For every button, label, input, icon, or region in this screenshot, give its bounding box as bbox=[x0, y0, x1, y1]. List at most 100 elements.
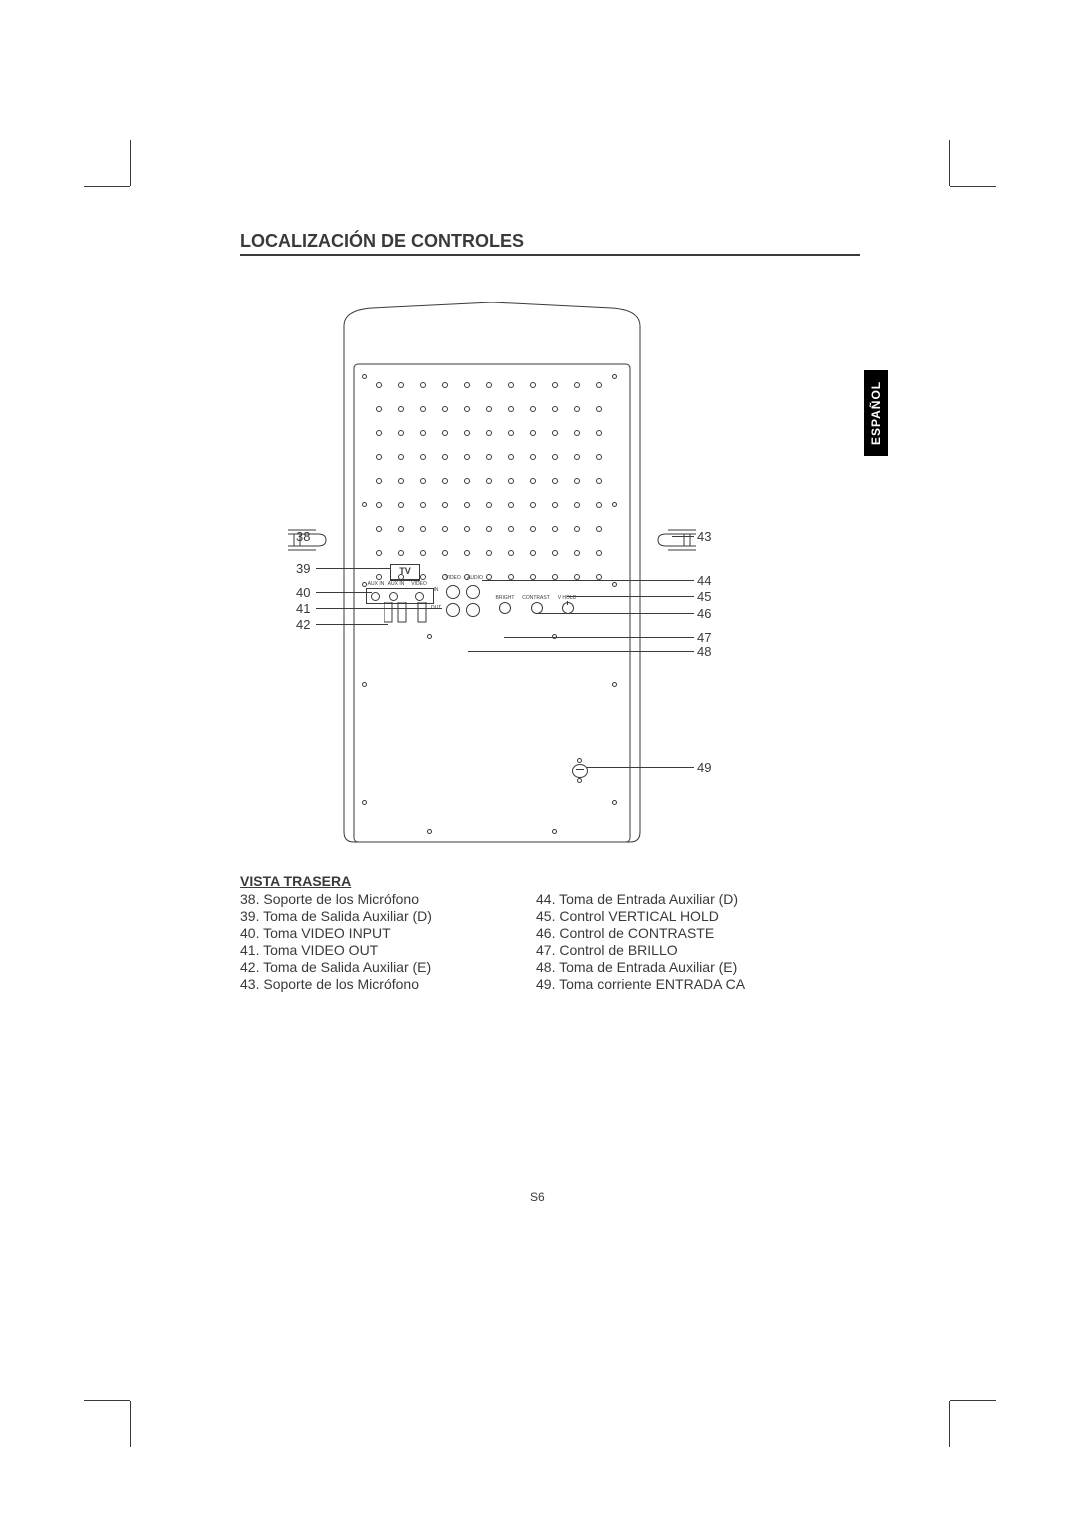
grille-hole bbox=[464, 550, 470, 556]
grille-hole bbox=[486, 406, 492, 412]
grille-hole bbox=[530, 550, 536, 556]
callout-number: 47 bbox=[697, 630, 711, 645]
grille-hole bbox=[442, 526, 448, 532]
legend-item: 42. Toma de Salida Auxiliar (E) bbox=[240, 959, 432, 976]
callout-line bbox=[316, 568, 390, 569]
callout-number: 40 bbox=[296, 585, 310, 600]
screw-hole bbox=[612, 374, 617, 379]
ac-inlet bbox=[572, 764, 588, 778]
grille-hole bbox=[464, 406, 470, 412]
callout-number: 45 bbox=[697, 589, 711, 604]
legend-left-column: 38. Soporte de los Micrófono39. Toma de … bbox=[240, 891, 432, 993]
grille-hole bbox=[596, 478, 602, 484]
grille-hole bbox=[442, 550, 448, 556]
in-label: IN bbox=[430, 587, 442, 593]
grille-hole bbox=[596, 406, 602, 412]
grille-hole bbox=[530, 478, 536, 484]
tv-text: TV bbox=[399, 566, 411, 576]
grille-hole bbox=[574, 430, 580, 436]
grille-hole bbox=[596, 526, 602, 532]
grille-hole bbox=[398, 550, 404, 556]
grille-hole bbox=[420, 430, 426, 436]
grille-hole bbox=[464, 430, 470, 436]
grille-hole bbox=[486, 502, 492, 508]
legend-item: 44. Toma de Entrada Auxiliar (D) bbox=[536, 891, 745, 908]
callout-line bbox=[482, 580, 694, 581]
grille-hole bbox=[464, 382, 470, 388]
legend-right-column: 44. Toma de Entrada Auxiliar (D)45. Cont… bbox=[536, 891, 745, 993]
screw-hole bbox=[577, 758, 582, 763]
contrast-label: CONTRAST bbox=[520, 595, 552, 601]
grille-hole bbox=[442, 430, 448, 436]
grille-hole bbox=[398, 406, 404, 412]
grille-hole bbox=[464, 526, 470, 532]
legend-item: 48. Toma de Entrada Auxiliar (E) bbox=[536, 959, 745, 976]
screw-hole bbox=[552, 829, 557, 834]
grille-hole bbox=[420, 406, 426, 412]
callout-number: 39 bbox=[296, 561, 310, 576]
callout-line bbox=[316, 608, 442, 609]
grille-hole bbox=[486, 454, 492, 460]
callout-line bbox=[672, 536, 694, 537]
grille-hole bbox=[530, 526, 536, 532]
grille-hole bbox=[398, 502, 404, 508]
grille-hole bbox=[574, 550, 580, 556]
auxin-l-label: AUX IN bbox=[386, 581, 406, 587]
tv-label-box: TV bbox=[390, 564, 420, 581]
grille-hole bbox=[398, 382, 404, 388]
grille-hole bbox=[486, 526, 492, 532]
legend-item: 47. Control de BRILLO bbox=[536, 942, 745, 959]
grille-hole bbox=[376, 526, 382, 532]
grille-hole bbox=[398, 478, 404, 484]
grille-hole bbox=[508, 526, 514, 532]
grille-hole bbox=[376, 574, 382, 580]
bright-knob bbox=[499, 602, 511, 614]
grille-hole bbox=[596, 454, 602, 460]
screw-hole bbox=[362, 800, 367, 805]
grille-hole bbox=[508, 430, 514, 436]
title-underline bbox=[240, 254, 860, 256]
grille-hole bbox=[442, 502, 448, 508]
grille-hole bbox=[486, 550, 492, 556]
grille-hole bbox=[464, 454, 470, 460]
auxin-r-label: AUX IN bbox=[366, 581, 386, 587]
grille-hole bbox=[376, 502, 382, 508]
bright-label: BRIGHT bbox=[492, 595, 518, 601]
grille-hole bbox=[420, 478, 426, 484]
legend-item: 46. Control de CONTRASTE bbox=[536, 925, 745, 942]
legend-item: 41. Toma VIDEO OUT bbox=[240, 942, 432, 959]
language-tab: ESPAÑOL bbox=[864, 370, 888, 456]
grille-hole bbox=[376, 454, 382, 460]
callout-line bbox=[316, 624, 388, 625]
screw-hole bbox=[362, 682, 367, 687]
video-label: VIDEO bbox=[442, 575, 464, 581]
grille-hole bbox=[530, 502, 536, 508]
grille-hole bbox=[530, 454, 536, 460]
screw-hole bbox=[612, 582, 617, 587]
grille-hole bbox=[420, 382, 426, 388]
legend-item: 39. Toma de Salida Auxiliar (D) bbox=[240, 908, 432, 925]
grille-hole bbox=[574, 502, 580, 508]
screw-hole bbox=[612, 502, 617, 507]
callout-line bbox=[504, 637, 694, 638]
legend-item: 43. Soporte de los Micrófono bbox=[240, 976, 432, 993]
grille-hole bbox=[508, 502, 514, 508]
grille-hole bbox=[486, 430, 492, 436]
screw-hole bbox=[612, 682, 617, 687]
grille-hole bbox=[376, 406, 382, 412]
grille-hole bbox=[420, 526, 426, 532]
grille-hole bbox=[486, 382, 492, 388]
legend-item: 38. Soporte de los Micrófono bbox=[240, 891, 432, 908]
screw-hole bbox=[362, 502, 367, 507]
callout-number: 43 bbox=[697, 529, 711, 544]
legend-item: 49. Toma corriente ENTRADA CA bbox=[536, 976, 745, 993]
grille-hole bbox=[530, 406, 536, 412]
grille-hole bbox=[442, 478, 448, 484]
callout-number: 38 bbox=[296, 529, 310, 544]
grille-hole bbox=[596, 430, 602, 436]
grille-hole bbox=[508, 406, 514, 412]
grille-hole bbox=[552, 478, 558, 484]
grille-hole bbox=[376, 382, 382, 388]
grille-hole bbox=[398, 454, 404, 460]
grille-hole bbox=[574, 382, 580, 388]
